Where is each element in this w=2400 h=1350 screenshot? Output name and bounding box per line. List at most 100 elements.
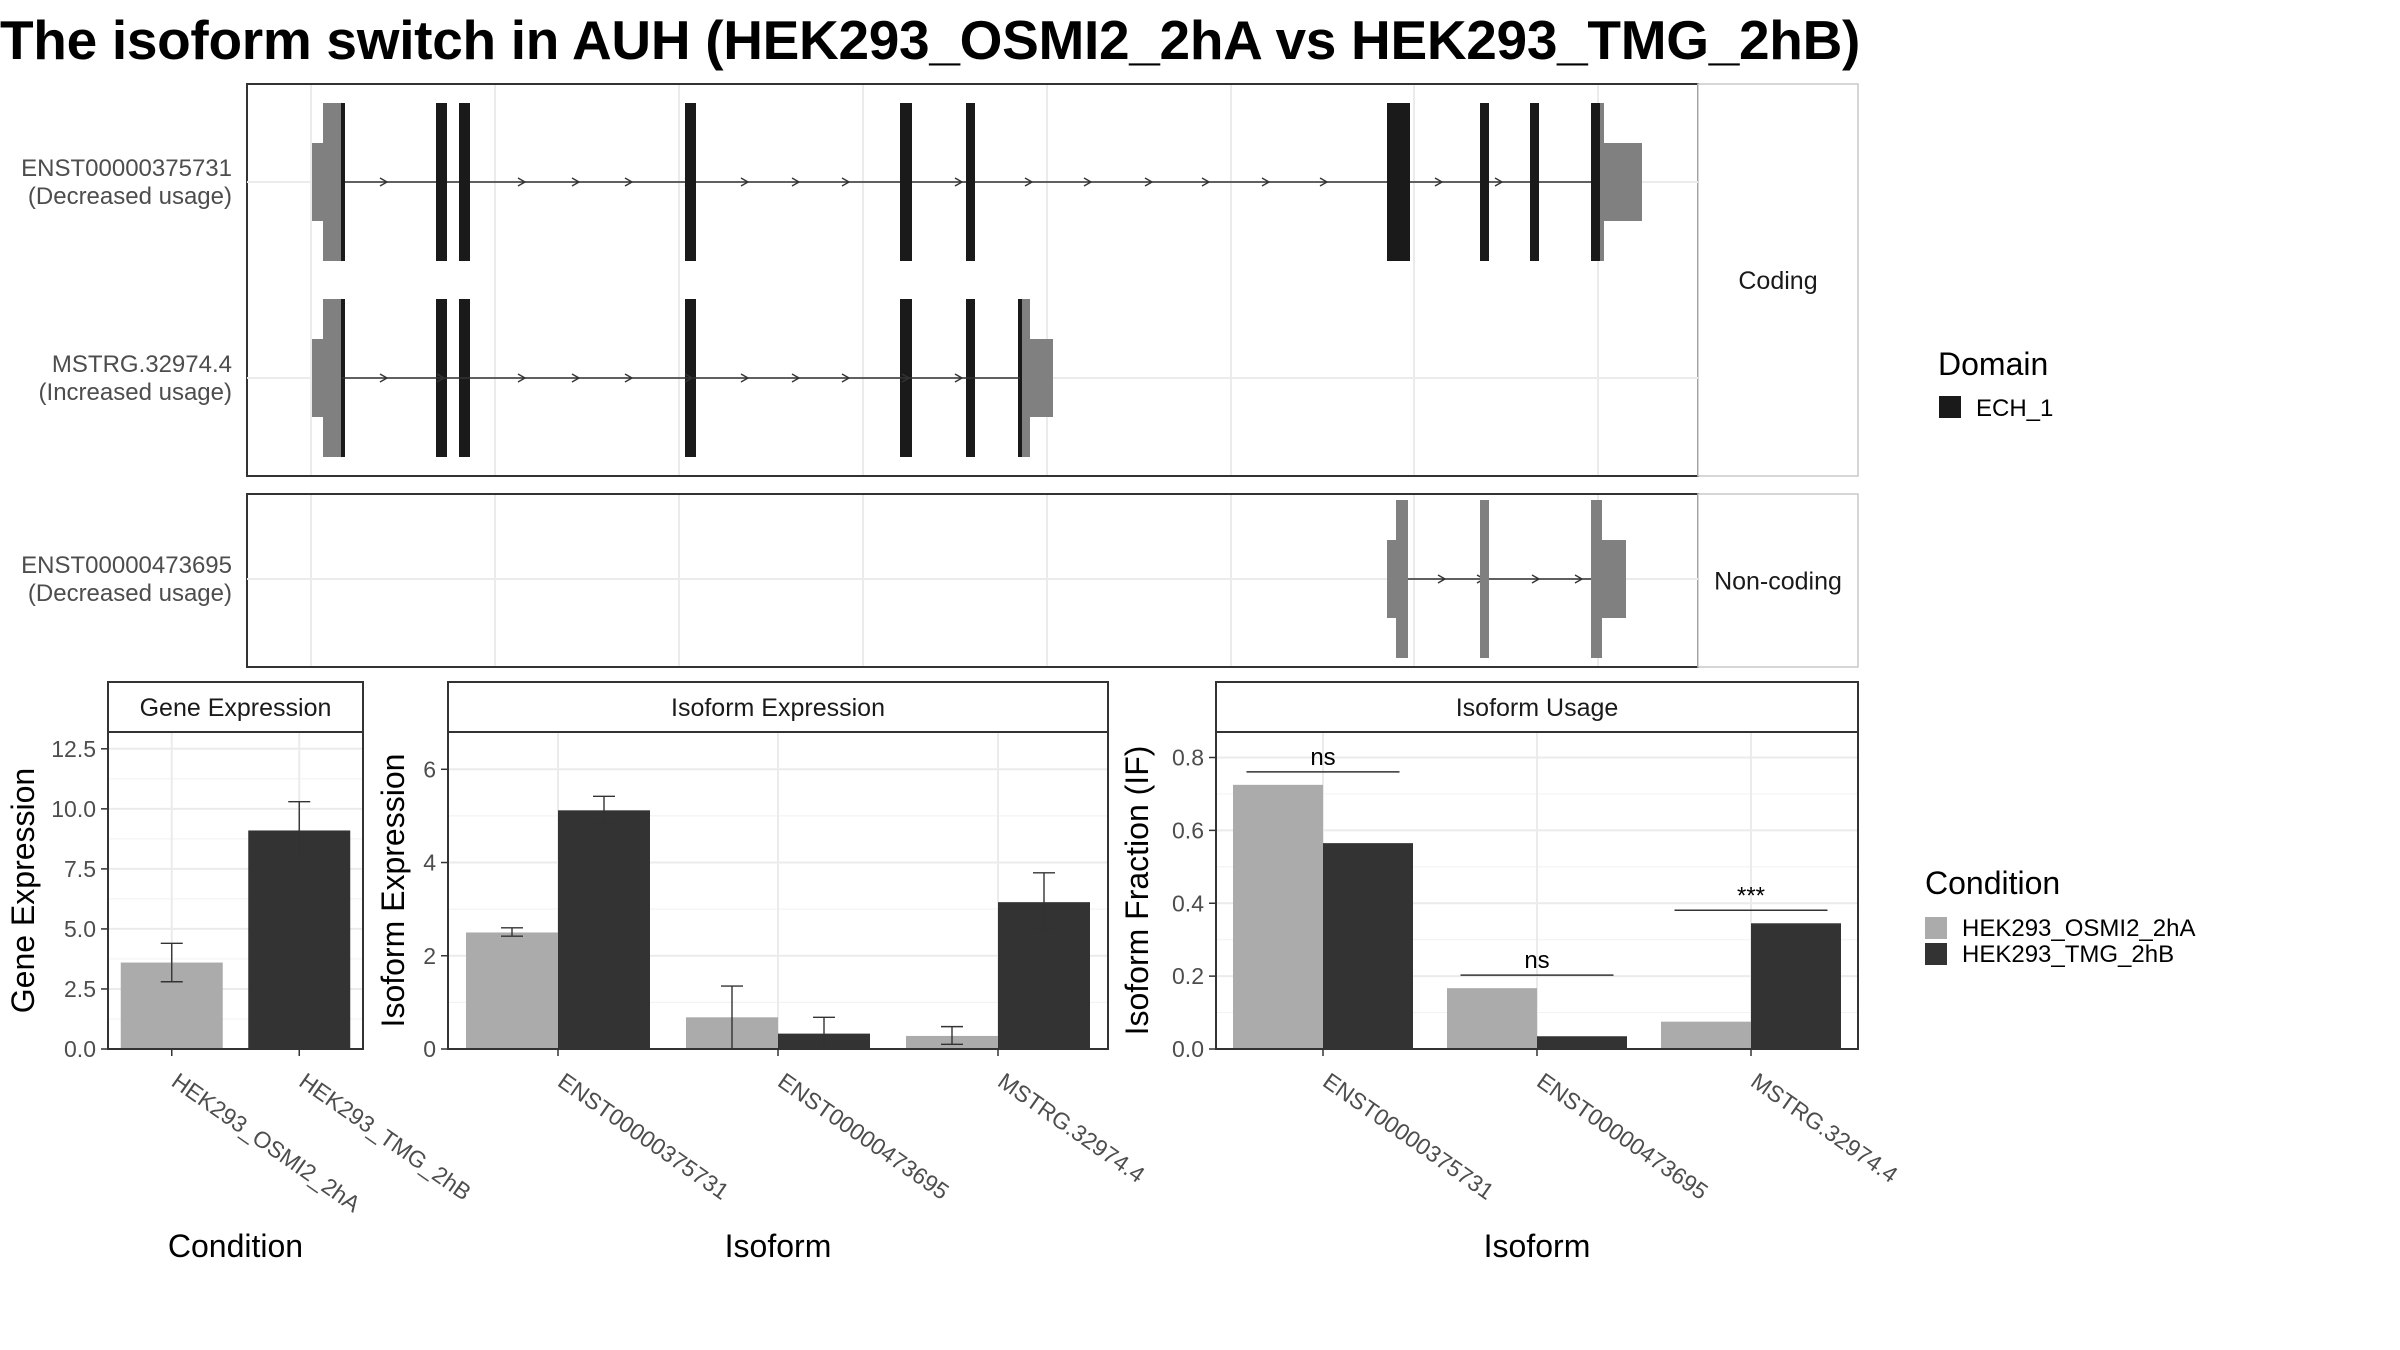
chart-title: The isoform switch in AUH (HEK293_OSMI2_…: [0, 9, 1861, 71]
bar-HEK293_TMG_2hB: [248, 830, 351, 1049]
transcript-label: ENST00000473695: [21, 552, 232, 579]
exon: [323, 103, 341, 261]
exon: [1396, 500, 1408, 658]
coding-panel: Coding: [246, 83, 1859, 477]
x-tick-label: ENST00000473695: [773, 1068, 953, 1205]
intron-arrow: [1494, 177, 1504, 187]
exon: [323, 299, 341, 457]
transcript-usage-label: (Decreased usage): [28, 183, 232, 210]
exon: [436, 103, 447, 261]
bar-ENST00000375731-HEK293_TMG_2hB: [1323, 843, 1413, 1049]
panel-background: [247, 494, 1698, 667]
exon: [1387, 540, 1396, 618]
intron-arrow: [841, 177, 851, 187]
transcript-usage-label: (Decreased usage): [28, 580, 232, 607]
intron-arrow: [954, 373, 964, 383]
intron-arrow: [901, 373, 911, 383]
legend-label: ECH_1: [1976, 395, 2053, 422]
exon: [1480, 500, 1489, 658]
exon: [1591, 500, 1602, 658]
y-axis-title: Gene Expression: [5, 768, 41, 1013]
facet-strip: [1215, 681, 1859, 733]
isoform-usage-panel: Isoform Usage ns ns *** 0.0 0.2 0.4 0.6 0.8 ENST0…: [1119, 681, 1903, 1264]
intron-arrow: [1319, 177, 1329, 187]
legend-swatch-cond-b: [1925, 943, 1947, 965]
intron-arrow: [1083, 177, 1093, 187]
facet-strip: [1697, 493, 1859, 668]
transcript-ENST00000375731: [312, 103, 1642, 261]
y-tick-label: 7.5: [64, 856, 96, 882]
y-tick-label: 12.5: [51, 736, 96, 762]
intron-arrow: [1261, 177, 1271, 187]
facet-strip: [107, 681, 364, 733]
intron-arrow: [740, 373, 750, 383]
y-tick-label: 0.4: [1172, 890, 1204, 916]
intron-arrow: [954, 177, 964, 187]
y-tick-label: 0.0: [1172, 1036, 1204, 1062]
intron-arrow: [1201, 177, 1211, 187]
bar-ENST00000473695-HEK293_TMG_2hB: [1537, 1036, 1627, 1049]
intron-arrow: [624, 373, 634, 383]
exon: [900, 103, 912, 261]
exon: [1387, 103, 1410, 261]
panel-border: [107, 731, 364, 1050]
intron-arrow: [791, 373, 801, 383]
facet-label: Gene Expression: [140, 694, 332, 722]
intron-arrow: [436, 373, 446, 383]
x-tick-label: ENST00000473695: [1532, 1068, 1712, 1205]
domain-legend: Domain ECH_1: [1938, 346, 2053, 422]
x-tick-label: ENST00000375731: [1318, 1068, 1498, 1205]
x-axis-title: Isoform: [725, 1228, 832, 1264]
intron-arrow: [379, 177, 389, 187]
significance-label: ns: [1524, 947, 1549, 974]
y-tick-label: 0.6: [1172, 817, 1204, 843]
intron-arrow: [1434, 177, 1444, 187]
intron-arrow: [517, 373, 527, 383]
y-axis-title: Isoform Expression: [375, 754, 411, 1028]
exon: [966, 103, 975, 261]
facet-label: Isoform Expression: [671, 694, 885, 722]
intron-arrow: [1144, 177, 1154, 187]
exon: [459, 103, 470, 261]
exon: [1602, 540, 1626, 618]
exon: [1604, 143, 1642, 221]
legend-label: HEK293_OSMI2_2hA: [1962, 915, 2195, 942]
transcript-ENST00000473695: [1387, 500, 1626, 658]
noncoding-panel: Non-coding: [246, 493, 1859, 668]
y-tick-label: 0.0: [64, 1036, 96, 1062]
facet-label: Non-coding: [1714, 568, 1842, 596]
exon: [1591, 103, 1600, 261]
bar-ENST00000375731-HEK293_TMG_2hB: [558, 810, 650, 1049]
significance-label: ***: [1737, 882, 1765, 909]
facet-label: Coding: [1738, 267, 1817, 295]
x-tick-label: MSTRG.32974.4: [993, 1068, 1149, 1188]
exon: [1600, 103, 1604, 261]
transcript-label: MSTRG.32974.4: [52, 351, 232, 378]
intron-arrow: [1574, 574, 1584, 584]
facet-strip: [1697, 83, 1859, 477]
y-tick-label: 2: [423, 943, 436, 969]
y-axis-title: Isoform Fraction (IF): [1119, 746, 1155, 1036]
y-tick-label: 0.8: [1172, 745, 1204, 771]
exon: [312, 143, 323, 221]
transcript-usage-label: (Increased usage): [39, 379, 232, 406]
intron-arrow: [1024, 177, 1034, 187]
y-tick-label: 0.2: [1172, 963, 1204, 989]
intron-arrow: [571, 373, 581, 383]
intron-arrow: [1531, 574, 1541, 584]
legend-label: HEK293_TMG_2hB: [1962, 941, 2174, 968]
exon: [1530, 103, 1539, 261]
legend-title: Domain: [1938, 346, 2048, 382]
intron-arrow: [517, 177, 527, 187]
exon: [1022, 299, 1030, 457]
x-tick-label: MSTRG.32974.4: [1746, 1068, 1902, 1188]
legend-swatch-ech1: [1939, 396, 1961, 418]
y-tick-label: 0: [423, 1036, 436, 1062]
intron-arrow: [684, 373, 694, 383]
legend-swatch-cond-a: [1925, 917, 1947, 939]
transcript-label: ENST00000375731: [21, 155, 232, 182]
x-axis-title: Isoform: [1484, 1228, 1591, 1264]
intron-arrow: [1437, 574, 1447, 584]
